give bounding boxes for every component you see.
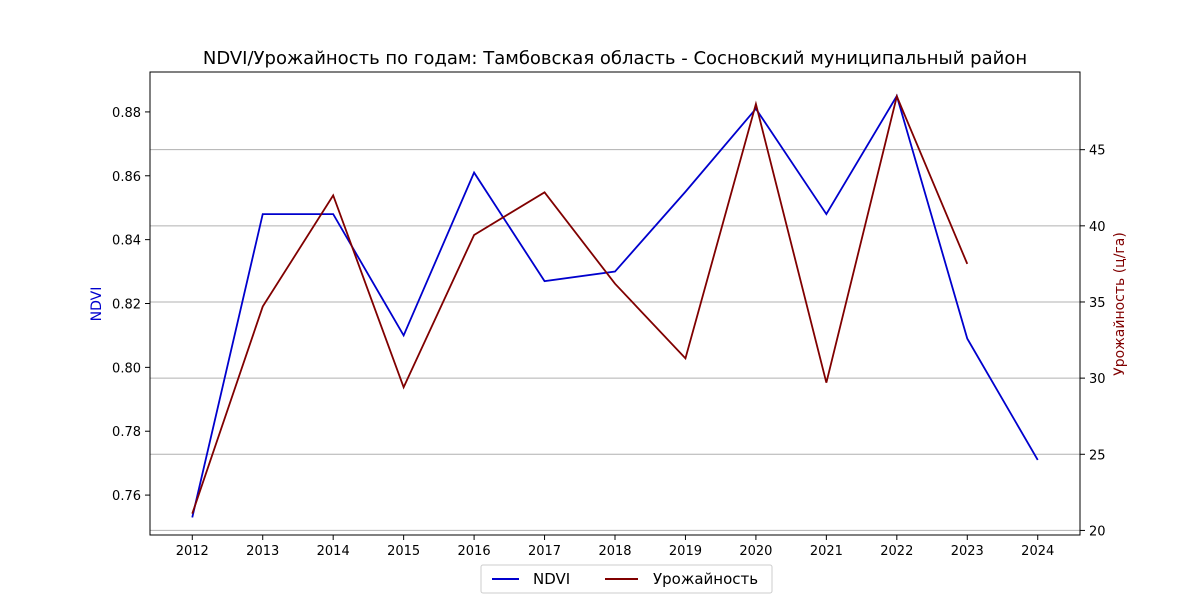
x-tick-label: 2023 [951, 544, 984, 559]
y-left-tick-label: 0.84 [112, 234, 141, 249]
y-right-tick-label: 30 [1089, 372, 1106, 387]
x-tick-label: 2016 [458, 544, 491, 559]
y-right-tick-label: 45 [1089, 144, 1106, 159]
x-tick-label: 2014 [317, 544, 350, 559]
plot-frame [149, 71, 1081, 536]
x-tick-label: 2022 [880, 544, 913, 559]
y-axis-left: 0.76 0.78 0.80 0.82 0.84 0.86 0.88 [112, 106, 150, 504]
x-tick-label: 2019 [669, 544, 702, 559]
x-tick-label: 2021 [810, 544, 843, 559]
y-right-tick-label: 25 [1089, 448, 1106, 463]
x-tick-label: 2018 [598, 544, 631, 559]
series-layer [191, 93, 1039, 518]
y-left-tick-label: 0.76 [112, 489, 141, 504]
x-tick-label: 2012 [176, 544, 209, 559]
series-line-yield [191, 93, 969, 514]
y-right-tick-label: 35 [1089, 296, 1106, 311]
chart-title: NDVI/Урожайность по годам: Тамбовская об… [203, 48, 1027, 69]
x-tick-label: 2020 [739, 544, 772, 559]
y-left-tick-label: 0.82 [112, 298, 141, 313]
grid-lines [150, 149, 1080, 531]
y-left-tick-label: 0.88 [112, 106, 141, 121]
x-tick-label: 2013 [246, 544, 279, 559]
y-left-tick-label: 0.80 [112, 361, 141, 376]
legend-yield-label: Урожайность [653, 570, 758, 588]
x-axis: 2012 2013 2014 2015 2016 2017 2018 2019 2020 2021… [176, 535, 1054, 559]
legend: NDVI Урожайность [480, 564, 773, 594]
y-axis-right: 20 25 30 35 40 45 [1080, 144, 1106, 539]
y-left-tick-label: 0.78 [112, 425, 141, 440]
y-left-tick-label: 0.86 [112, 170, 141, 185]
y-axis-right-label: Урожайность (ц/га) [1112, 232, 1128, 376]
y-right-tick-label: 40 [1089, 220, 1106, 235]
x-tick-label: 2024 [1021, 544, 1054, 559]
y-axis-left-label: NDVI [89, 287, 105, 322]
y-right-tick-label: 20 [1089, 524, 1106, 539]
x-tick-label: 2015 [387, 544, 420, 559]
legend-ndvi-label: NDVI [533, 570, 570, 588]
x-tick-label: 2017 [528, 544, 561, 559]
